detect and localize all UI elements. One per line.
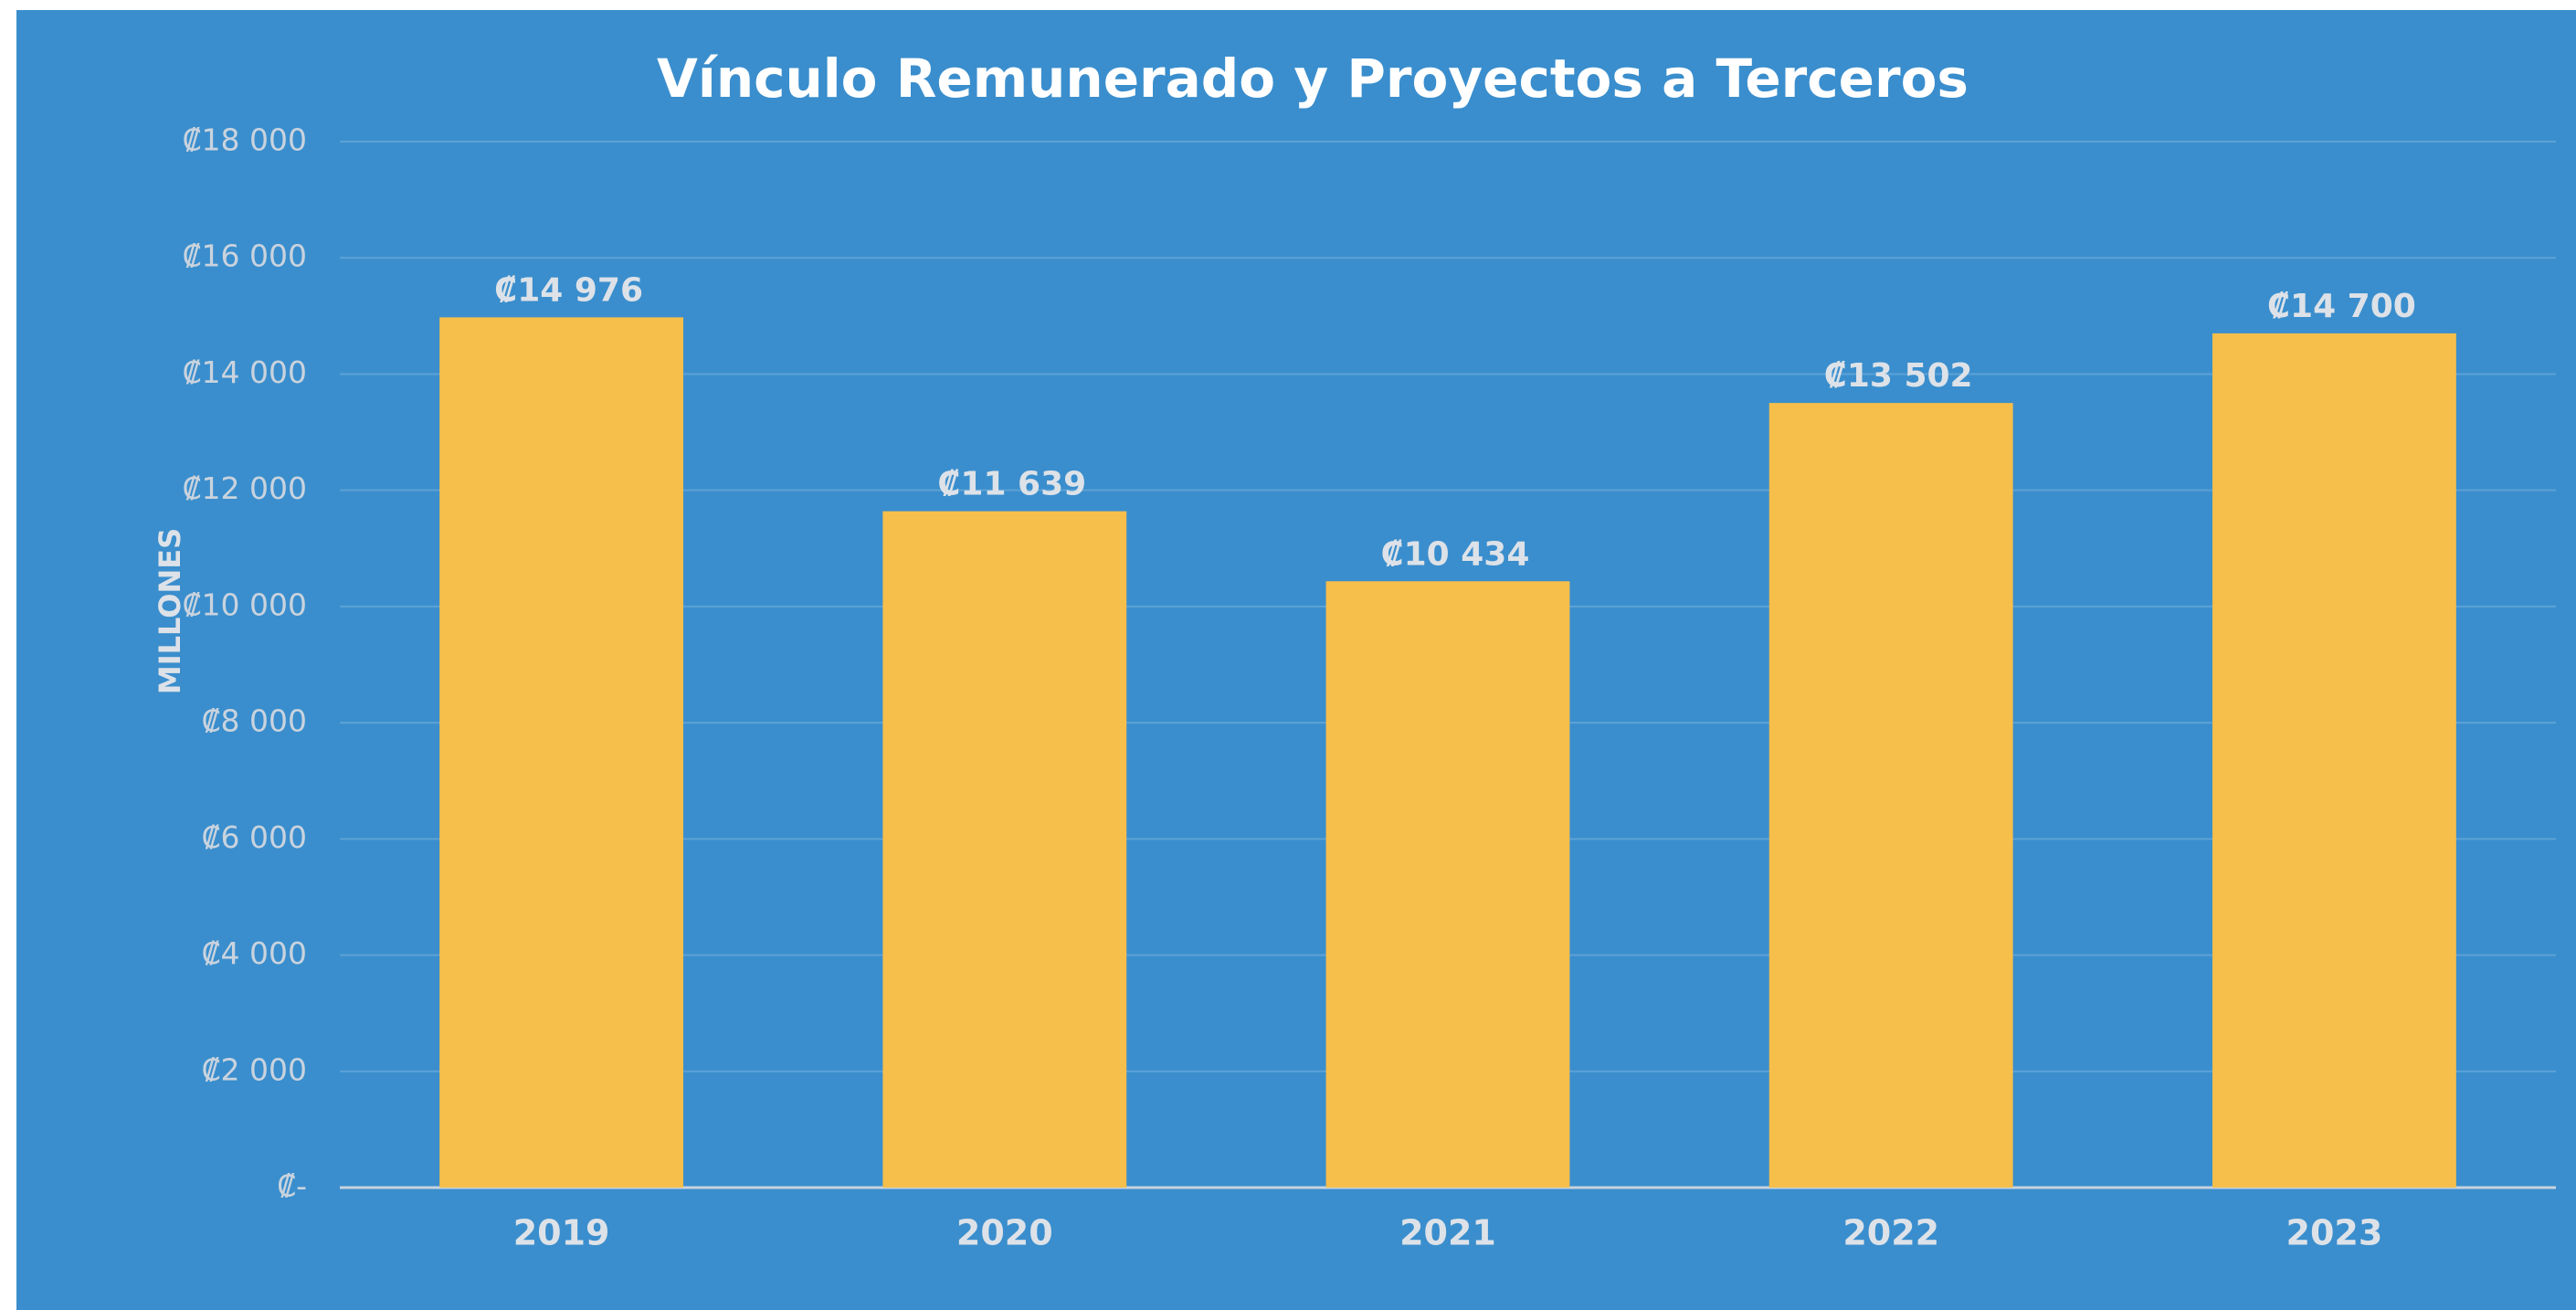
- bar: [882, 511, 1127, 1188]
- chart-background: [16, 10, 2576, 1310]
- y-tick-label: ₡10 000: [183, 586, 307, 622]
- x-tick-label: 2022: [1842, 1213, 1939, 1253]
- chart-title: Vínculo Remunerado y Proyectos a Tercero…: [657, 48, 1969, 110]
- bar: [2212, 333, 2456, 1189]
- y-tick-label: ₡6 000: [202, 819, 307, 855]
- y-tick-label: ₡2 000: [202, 1051, 307, 1087]
- y-tick-label: ₡14 000: [183, 354, 307, 390]
- y-tick-label: ₡12 000: [183, 470, 307, 506]
- data-label: ₡14 700: [2267, 288, 2416, 325]
- x-tick-label: 2021: [1399, 1213, 1496, 1253]
- data-label: ₡13 502: [1824, 357, 1973, 395]
- bar: [1768, 403, 2013, 1188]
- y-tick-label: ₡-: [277, 1168, 307, 1204]
- y-tick-label: ₡18 000: [183, 122, 307, 158]
- bar: [439, 317, 684, 1188]
- x-tick-label: 2023: [2286, 1213, 2383, 1253]
- data-label: ₡11 639: [937, 466, 1086, 503]
- y-tick-label: ₡8 000: [202, 703, 307, 739]
- data-label: ₡14 976: [494, 271, 643, 309]
- y-tick-label: ₡16 000: [183, 238, 307, 274]
- data-label: ₡10 434: [1381, 535, 1530, 573]
- x-tick-label: 2019: [513, 1213, 610, 1253]
- y-tick-label: ₡4 000: [202, 935, 307, 971]
- x-tick-label: 2020: [956, 1213, 1053, 1253]
- bar: [1325, 581, 1570, 1188]
- y-axis-label: MILLONES: [153, 528, 187, 694]
